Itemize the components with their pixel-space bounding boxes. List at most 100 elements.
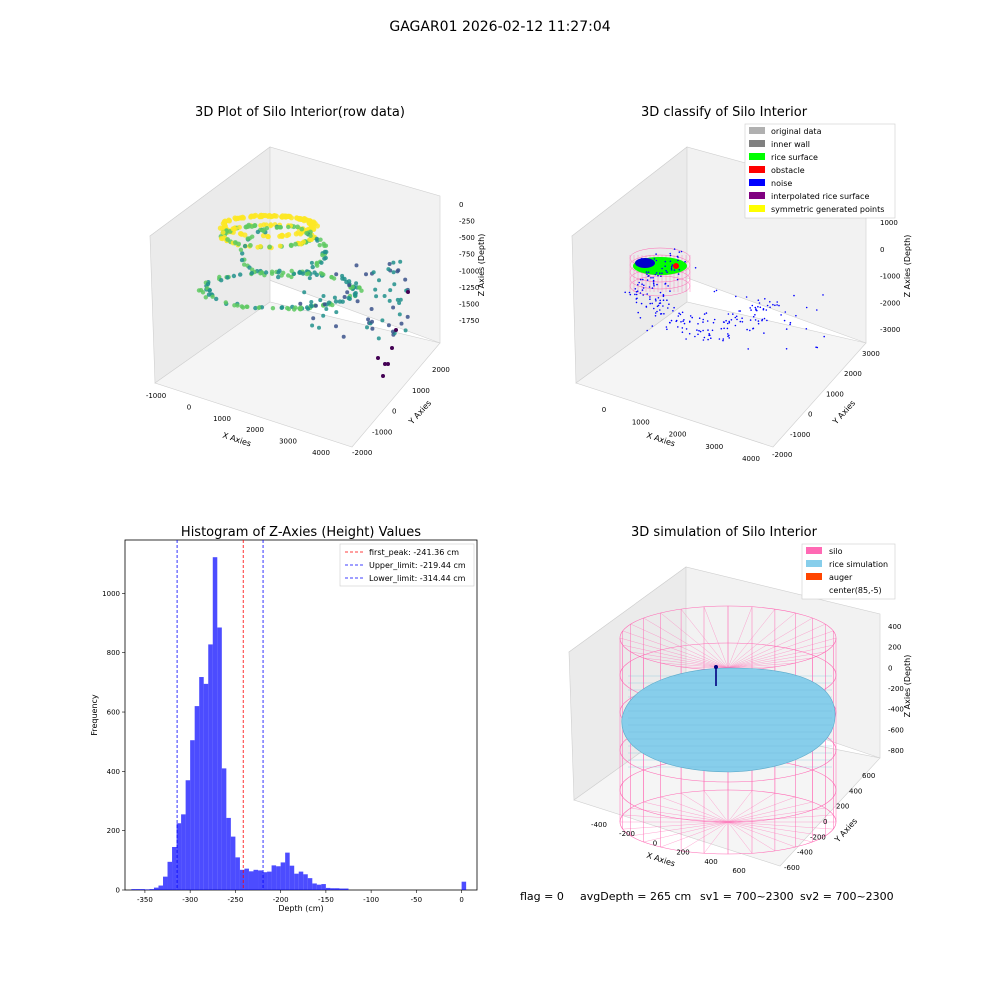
cls-noise-point xyxy=(664,260,667,263)
raw-point xyxy=(206,292,212,297)
cls-z-tick-label: 0 xyxy=(880,246,884,254)
raw-point xyxy=(332,295,337,300)
raw-point xyxy=(286,224,291,230)
cls-y-tick-label: 0 xyxy=(808,411,812,419)
cls-noise-point xyxy=(712,321,715,324)
raw-x-tick-label: 2000 xyxy=(246,426,264,434)
cls-noise-point xyxy=(646,279,649,281)
raw-z-tick-label: -500 xyxy=(459,234,475,242)
cls-noise-point xyxy=(780,314,782,316)
cls-noise-point xyxy=(624,291,626,294)
sim-silo-roof-line xyxy=(660,612,729,669)
histogram-x-tick-label: -150 xyxy=(318,896,334,904)
raw-point xyxy=(394,328,398,332)
histogram-legend-label: first_peak: -241.36 cm xyxy=(369,548,459,557)
histogram-bar xyxy=(253,869,259,890)
cls-noise-point xyxy=(718,338,721,340)
sim-silo-floor-line xyxy=(727,790,753,823)
raw-point xyxy=(354,281,359,286)
raw-point xyxy=(371,270,376,275)
raw-point xyxy=(403,328,408,333)
raw-point xyxy=(307,276,312,281)
cls-noise-point xyxy=(689,315,692,317)
raw-y-tick-label: 0 xyxy=(392,408,396,416)
cls-noise-point xyxy=(757,322,760,325)
cls-noise-point xyxy=(656,305,659,308)
histogram-bar xyxy=(153,887,159,890)
raw-point xyxy=(249,271,254,276)
sim-z-tick-label: -600 xyxy=(888,726,904,734)
histogram-bar xyxy=(203,683,209,890)
sim-silo-floor-line xyxy=(727,821,796,848)
cls-noise-point xyxy=(680,250,683,253)
raw-point xyxy=(309,300,314,304)
raw-point xyxy=(240,251,245,256)
sim-legend-label: auger xyxy=(829,573,853,582)
cls-noise-point xyxy=(662,295,665,298)
cls-legend-swatch xyxy=(749,166,765,173)
raw-point xyxy=(237,224,243,230)
histogram-bar xyxy=(131,889,136,890)
cls-noise-point xyxy=(643,284,645,287)
raw-point xyxy=(299,226,305,232)
cls-noise-point xyxy=(805,328,808,330)
cls-noise-point xyxy=(653,285,655,287)
sim-silo-roof-line xyxy=(619,637,729,669)
raw-point xyxy=(395,269,400,274)
cls-noise-point xyxy=(736,318,738,321)
cls-noise-point xyxy=(793,294,795,297)
cls-z-tick-label: 1000 xyxy=(880,219,898,227)
histogram-vlines xyxy=(176,540,264,890)
raw-point xyxy=(274,225,280,230)
histogram-bar xyxy=(212,557,218,890)
cls-noise-point xyxy=(672,310,674,312)
cls-noise-point xyxy=(816,309,818,311)
cls-noise-point xyxy=(661,267,663,270)
cls-noise-point xyxy=(657,297,660,299)
cls-noise-point xyxy=(725,319,727,322)
sim-silo-roof-line xyxy=(643,617,729,669)
raw-point xyxy=(263,222,269,228)
raw-z-tick-label: 0 xyxy=(459,201,463,209)
sim-silo-floor-line xyxy=(727,821,753,854)
sim-legend-swatch xyxy=(806,547,822,554)
raw-point xyxy=(270,306,276,311)
cls-noise-point xyxy=(728,320,730,323)
cls-noise-point xyxy=(676,278,679,281)
raw-point xyxy=(298,241,304,247)
histogram-bar xyxy=(321,884,326,890)
cls-noise-point xyxy=(738,310,740,312)
cls-noise-point xyxy=(685,338,687,340)
raw-point xyxy=(322,302,327,307)
raw-point xyxy=(306,271,311,276)
cls-legend-label: symmetric generated points xyxy=(771,205,884,214)
cls-noise-point xyxy=(681,331,684,334)
cls-noise-point xyxy=(640,302,643,305)
panel-classify-z-ticks: 1000 0 -1000 -2000 -3000 xyxy=(880,219,900,334)
raw-point xyxy=(293,305,298,310)
histogram-bar xyxy=(312,883,317,890)
figure-suptitle: GAGAR01 2026-02-12 11:27:04 xyxy=(389,19,610,35)
raw-point xyxy=(373,287,378,292)
cls-noise-point xyxy=(739,320,742,323)
cls-noise-point xyxy=(652,282,655,284)
raw-point xyxy=(246,222,252,228)
cls-noise-point xyxy=(727,333,729,335)
histogram-bar xyxy=(248,871,254,890)
cls-noise-point xyxy=(728,337,730,339)
cls-x-tick-label: 4000 xyxy=(742,455,760,463)
raw-point xyxy=(269,269,275,274)
cls-noise-point xyxy=(697,333,699,336)
histogram-bar xyxy=(190,740,195,890)
histogram-bar xyxy=(330,888,335,890)
raw-point xyxy=(295,224,300,230)
cls-noise-point xyxy=(702,318,704,321)
cls-noise-point xyxy=(642,294,644,296)
histogram-x-tick-label: -300 xyxy=(182,896,198,904)
sim-z-tick-label: 400 xyxy=(888,623,901,631)
cls-noise-point xyxy=(669,254,672,257)
sim-silo-floor-line xyxy=(681,821,729,851)
cls-noise-point xyxy=(657,304,660,307)
cls-noise-point xyxy=(639,292,642,294)
cls-noise-point xyxy=(732,313,734,315)
